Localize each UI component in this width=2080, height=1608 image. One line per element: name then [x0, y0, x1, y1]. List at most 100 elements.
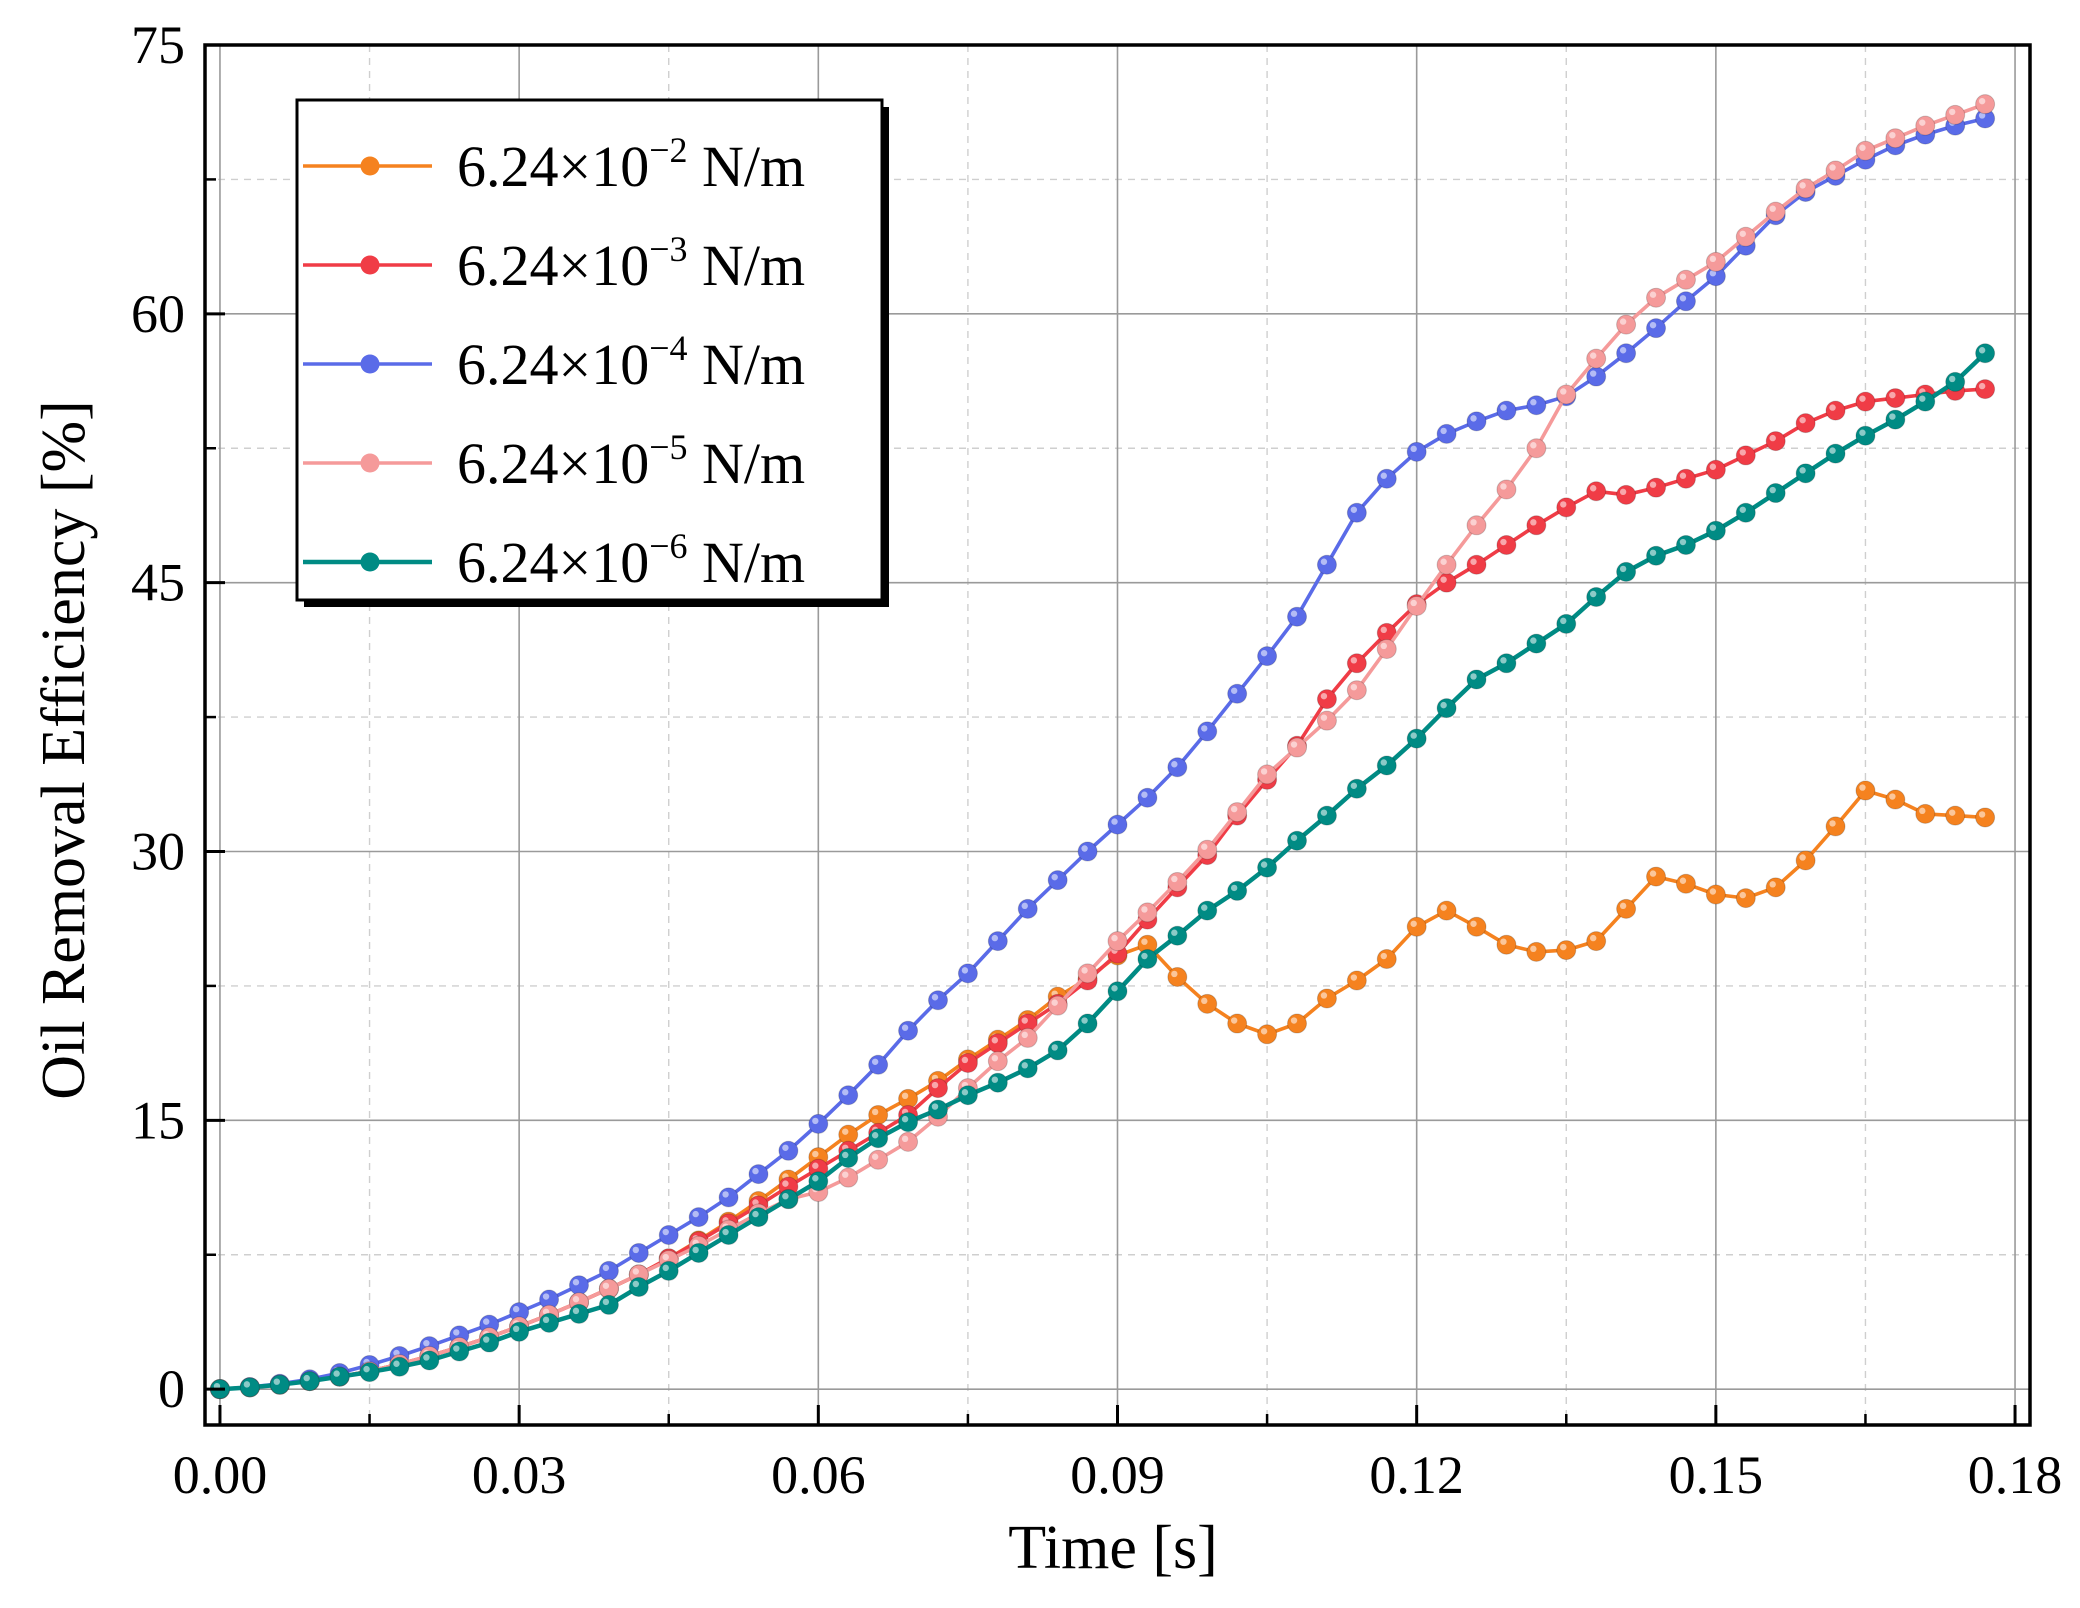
data-point: [1047, 1040, 1068, 1061]
data-point-highlight: [1769, 205, 1776, 212]
data-point: [628, 1242, 649, 1263]
data-point: [1167, 925, 1188, 946]
data-point-highlight: [1440, 701, 1447, 709]
data-point: [1406, 916, 1427, 937]
data-point-highlight: [1709, 463, 1717, 470]
data-point-highlight: [1859, 784, 1866, 791]
data-point: [1316, 805, 1337, 826]
data-point-highlight: [1260, 1028, 1268, 1035]
data-point-highlight: [1230, 1017, 1238, 1024]
data-point-highlight: [572, 1296, 580, 1303]
data-point: [1406, 728, 1427, 749]
data-point: [987, 1051, 1008, 1072]
data-point: [479, 1332, 500, 1353]
data-point: [1705, 459, 1726, 480]
data-point-highlight: [1709, 888, 1717, 895]
data-point-highlight: [1380, 472, 1387, 479]
data-point-highlight: [1530, 442, 1537, 449]
x-tick-label: 0.12: [1369, 1445, 1464, 1505]
data-point-highlight: [1799, 182, 1806, 189]
data-point: [1825, 400, 1846, 421]
data-point-highlight: [782, 1192, 789, 1200]
data-point-highlight: [1500, 483, 1507, 490]
data-point-highlight: [1679, 472, 1687, 479]
data-point: [1017, 898, 1038, 919]
data-point-highlight: [1530, 399, 1537, 406]
data-point-highlight: [1141, 906, 1148, 913]
data-point-highlight: [1470, 415, 1477, 422]
data-point: [1795, 413, 1816, 434]
data-point-highlight: [1500, 538, 1507, 546]
data-point: [1436, 554, 1457, 575]
data-point-highlight: [1799, 854, 1806, 861]
data-point: [1017, 1027, 1038, 1048]
data-point: [957, 1085, 978, 1106]
data-point-highlight: [1919, 395, 1926, 402]
data-point-highlight: [512, 1325, 520, 1333]
data-point-highlight: [961, 1089, 969, 1096]
x-axis-title: Time [s]: [1008, 1514, 1218, 1582]
data-point-highlight: [1560, 501, 1567, 508]
data-point-highlight: [1260, 861, 1268, 868]
y-axis-title: Oil Removal Efficiency [%]: [30, 400, 98, 1100]
data-point-highlight: [1380, 952, 1387, 960]
data-point-highlight: [842, 1151, 849, 1159]
data-point: [1885, 409, 1906, 430]
data-point: [1526, 395, 1547, 416]
data-point: [1975, 807, 1996, 828]
data-point-highlight: [1649, 321, 1657, 329]
data-point: [269, 1374, 290, 1395]
legend-item: 6.24×10−3 N/m: [303, 229, 805, 298]
data-point: [987, 931, 1008, 952]
data-point: [1257, 764, 1278, 785]
data-point-highlight: [812, 1162, 819, 1169]
data-point-highlight: [1560, 943, 1567, 951]
data-point-highlight: [752, 1167, 759, 1175]
data-point: [1107, 981, 1128, 1002]
data-point-highlight: [1500, 938, 1507, 945]
y-tick-labels: 0 15 30 45 60 75: [131, 15, 185, 1419]
data-point-highlight: [1470, 519, 1477, 526]
data-point-highlight: [1799, 467, 1806, 474]
data-point-highlight: [1709, 255, 1717, 263]
data-point-highlight: [871, 1058, 879, 1065]
data-point: [1556, 497, 1577, 518]
data-point: [1346, 778, 1367, 799]
data-point-highlight: [1829, 164, 1836, 171]
data-point-highlight: [1350, 657, 1358, 664]
data-point: [1316, 689, 1337, 710]
data-point-highlight: [1739, 449, 1746, 456]
axis-ticks: [205, 43, 2017, 1425]
data-point: [1765, 877, 1786, 898]
data-point: [1346, 502, 1367, 523]
data-point-highlight: [1589, 485, 1597, 492]
data-point-highlight: [1320, 692, 1328, 700]
data-point-highlight: [1829, 447, 1836, 454]
series-5: [209, 343, 1996, 1400]
data-point: [1287, 1013, 1308, 1034]
data-point: [1885, 388, 1906, 409]
data-point: [1765, 483, 1786, 504]
data-point: [1855, 391, 1876, 412]
data-point-highlight: [812, 1117, 819, 1125]
data-point-highlight: [1021, 1062, 1028, 1069]
data-point: [1616, 343, 1637, 364]
data-point-highlight: [991, 1037, 999, 1044]
data-point: [808, 1113, 829, 1134]
data-point: [1646, 287, 1667, 308]
legend-label: 6.24×10−4 N/m: [457, 328, 805, 397]
data-point: [1406, 595, 1427, 616]
data-point-highlight: [273, 1378, 280, 1385]
data-point: [1556, 384, 1577, 405]
data-point: [718, 1225, 739, 1246]
data-point-highlight: [931, 994, 939, 1001]
series-layer: [209, 94, 1996, 1400]
data-point: [927, 1099, 948, 1120]
data-point: [1496, 535, 1517, 556]
data-point-highlight: [1619, 318, 1627, 325]
data-point-highlight: [1410, 920, 1417, 927]
data-point-highlight: [1829, 404, 1836, 411]
data-point-highlight: [1500, 657, 1507, 664]
data-point: [1017, 1058, 1038, 1079]
data-point-highlight: [1619, 902, 1627, 910]
